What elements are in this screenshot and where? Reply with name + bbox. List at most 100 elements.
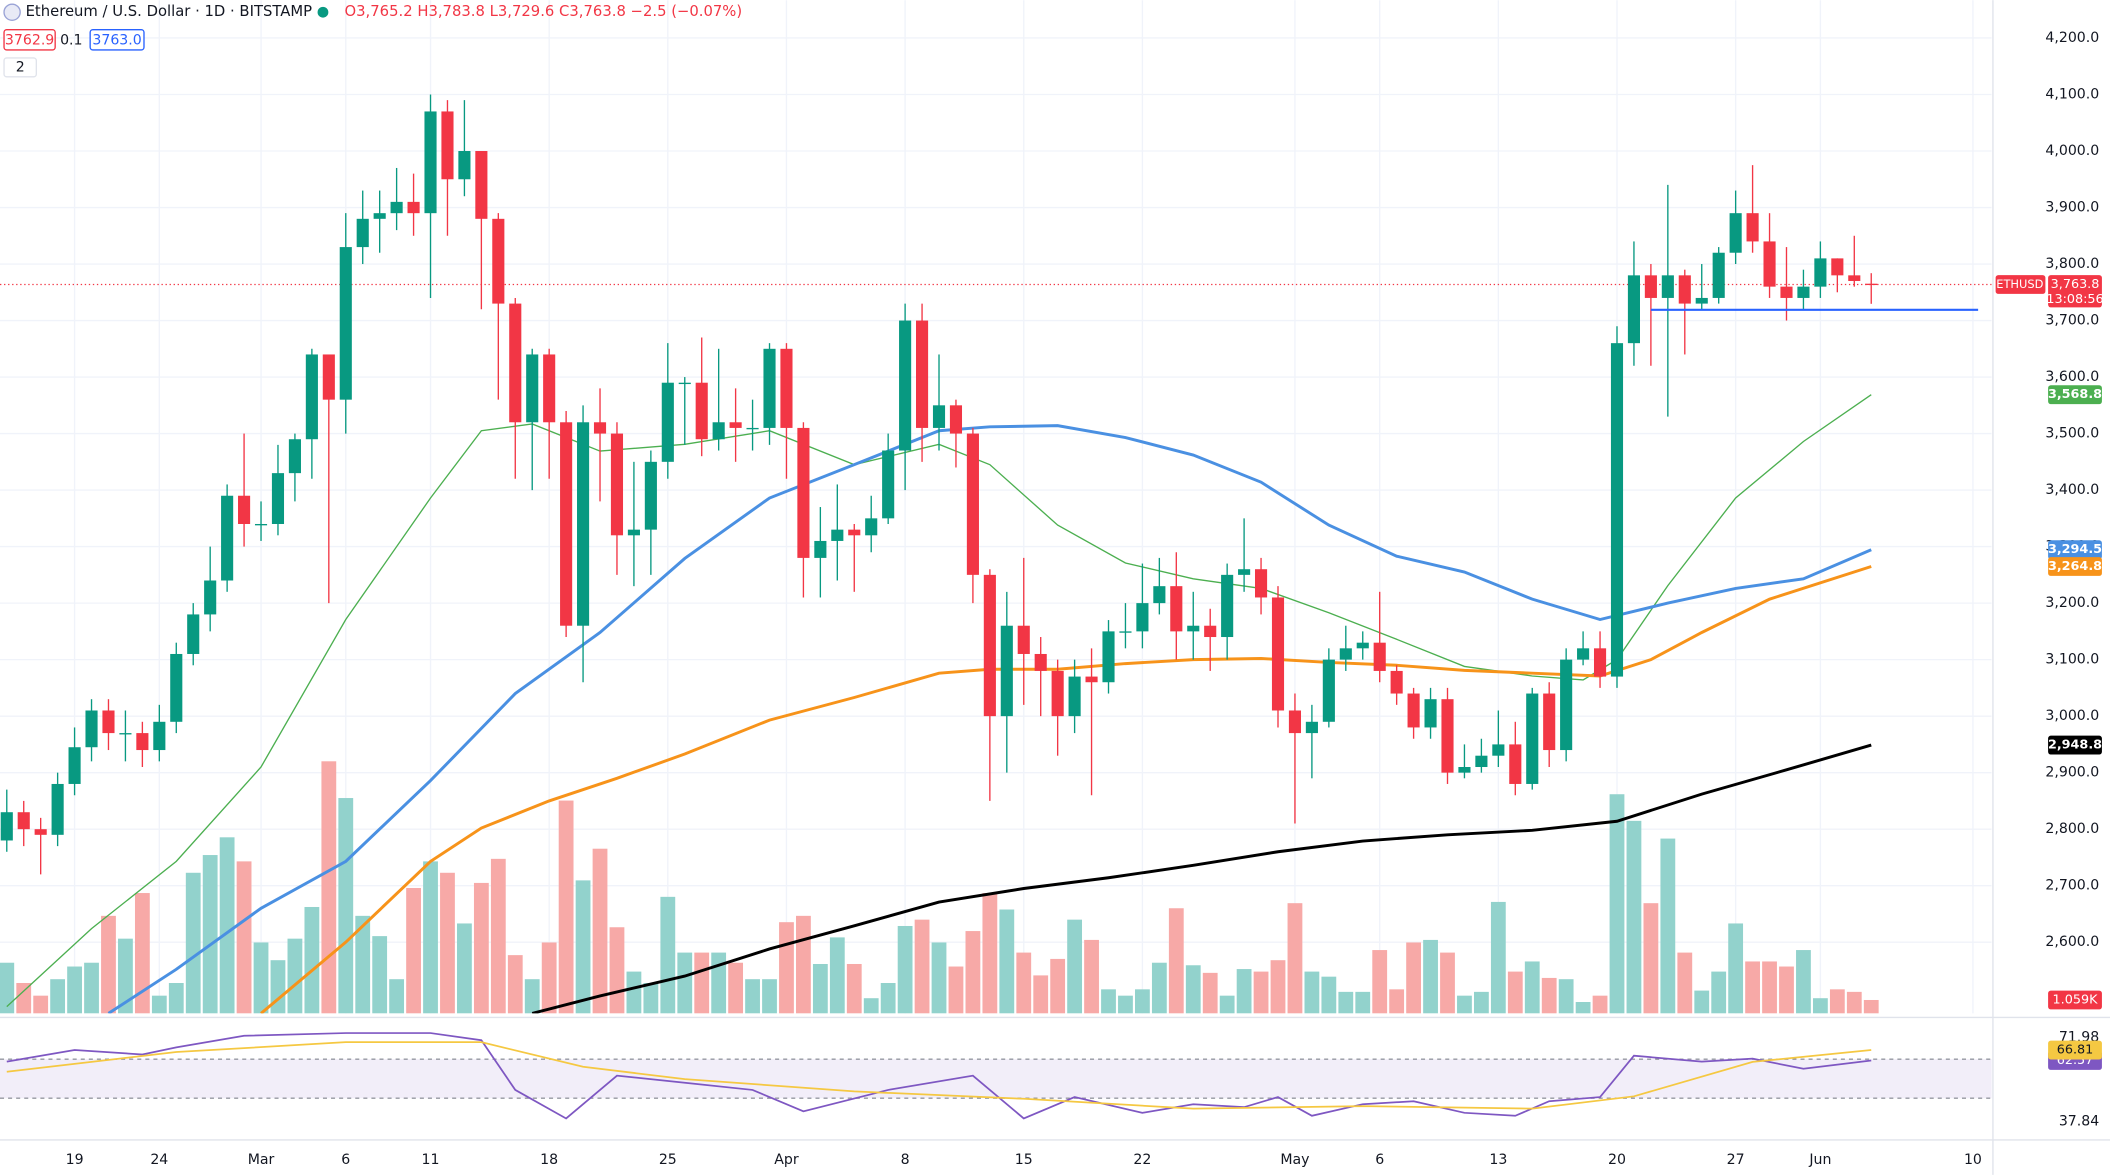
candle-body bbox=[1119, 631, 1132, 633]
x-tick-label: Mar bbox=[248, 1152, 275, 1168]
ma-price-box bbox=[2048, 735, 2102, 755]
candle-body bbox=[1407, 693, 1420, 728]
volume-bar bbox=[1592, 995, 1608, 1014]
volume-bar bbox=[304, 906, 320, 1014]
pane bbox=[6, 1032, 1872, 1120]
volume-bar bbox=[1762, 961, 1777, 1014]
volume-bar bbox=[202, 855, 218, 1014]
x-tick-label: 27 bbox=[1727, 1152, 1745, 1168]
ma-price-label: 2,948.8 bbox=[2048, 738, 2102, 753]
candle-body bbox=[1492, 744, 1505, 756]
volume-bar bbox=[423, 861, 438, 1014]
volume-bar bbox=[524, 979, 540, 1014]
candle-body bbox=[1712, 252, 1725, 298]
symbol-label: ETHUSD bbox=[1996, 277, 2043, 291]
ask-price: 3763.0 bbox=[92, 32, 141, 48]
volume-bar bbox=[236, 861, 252, 1014]
candle-body bbox=[1068, 676, 1081, 717]
candle-body bbox=[1356, 642, 1369, 649]
candle-body bbox=[1187, 625, 1200, 632]
ma-price-box bbox=[2048, 540, 2102, 560]
volume-bar bbox=[965, 931, 981, 1014]
volume-bar bbox=[168, 982, 184, 1014]
candle-body bbox=[1797, 286, 1810, 298]
candle-body bbox=[1543, 693, 1556, 751]
volume-bar bbox=[1728, 923, 1744, 1014]
candle-body bbox=[780, 348, 793, 428]
volume-bar bbox=[1490, 901, 1506, 1014]
volume-bar bbox=[507, 955, 523, 1014]
volume-bar bbox=[1389, 989, 1405, 1014]
candle-body bbox=[848, 529, 861, 536]
header: Ethereum / U.S. Dollar · 1D · BITSTAMP O… bbox=[3, 3, 742, 78]
candle-body bbox=[475, 151, 488, 219]
candle-body bbox=[1678, 275, 1691, 304]
volume-bar bbox=[1016, 952, 1032, 1014]
volume-bar bbox=[1558, 979, 1574, 1014]
candle-body bbox=[729, 422, 742, 428]
volume-bar bbox=[1812, 998, 1828, 1014]
candle-body bbox=[34, 829, 47, 835]
volume-bar bbox=[1711, 971, 1727, 1014]
volume-bar bbox=[643, 982, 659, 1014]
volume-bar bbox=[1270, 960, 1286, 1014]
volume-bar bbox=[677, 952, 693, 1014]
candle-body bbox=[1458, 767, 1471, 773]
candle-body bbox=[661, 382, 674, 462]
volume-bar bbox=[67, 966, 82, 1014]
volume-bar bbox=[33, 995, 49, 1014]
candle-body bbox=[1339, 648, 1352, 660]
volume-bar bbox=[1185, 965, 1201, 1014]
candle-body bbox=[1661, 275, 1674, 298]
volume-bar bbox=[1067, 919, 1083, 1014]
moving-average bbox=[531, 743, 1872, 1014]
bid-box[interactable] bbox=[3, 29, 56, 51]
volume-label: 1.059K bbox=[2053, 992, 2099, 1007]
volume-bar bbox=[1101, 989, 1116, 1014]
candle-body bbox=[0, 812, 13, 841]
candle-body bbox=[288, 439, 301, 474]
pane bbox=[0, 94, 1979, 875]
ma-price-label: 3,294.5 bbox=[2048, 542, 2102, 557]
candle-body bbox=[966, 433, 979, 575]
candle-body bbox=[407, 201, 420, 214]
volume-bar bbox=[999, 909, 1015, 1014]
y-tick-label: 3,400.0 bbox=[2045, 482, 2099, 498]
volume-bar bbox=[389, 979, 405, 1014]
volume-bar bbox=[84, 962, 99, 1014]
candle-body bbox=[814, 540, 827, 558]
candle-body bbox=[1746, 213, 1759, 242]
volume-bar bbox=[728, 962, 744, 1014]
volume-bar bbox=[779, 922, 794, 1014]
candle-body bbox=[560, 422, 573, 626]
volume-bar bbox=[914, 919, 930, 1014]
volume-bar bbox=[1219, 995, 1235, 1014]
candle-body bbox=[153, 721, 166, 751]
candle-body bbox=[221, 495, 234, 581]
volume-bar bbox=[762, 979, 777, 1014]
candle-body bbox=[102, 710, 115, 734]
volume-bar bbox=[440, 872, 455, 1014]
volume-bar bbox=[1372, 950, 1388, 1014]
candle-body bbox=[1610, 343, 1624, 677]
volume-bar bbox=[1779, 966, 1794, 1014]
candle-body bbox=[1848, 275, 1861, 281]
volume-bar bbox=[1287, 903, 1303, 1014]
indicators-toggle[interactable] bbox=[3, 57, 38, 78]
candle-body bbox=[543, 354, 556, 423]
ask-box[interactable] bbox=[89, 29, 145, 51]
rsi-value-box bbox=[2048, 1040, 2102, 1060]
candle-body bbox=[1170, 586, 1183, 632]
candle-body bbox=[1000, 625, 1013, 717]
volume-bar bbox=[1457, 995, 1472, 1014]
volume-bar bbox=[829, 937, 845, 1014]
candle-body bbox=[1204, 625, 1217, 638]
y-tick-label: 2,800.0 bbox=[2045, 821, 2099, 837]
volume-bar bbox=[185, 872, 201, 1014]
volume-bar bbox=[1202, 972, 1218, 1014]
volume-bar bbox=[1304, 971, 1320, 1014]
x-tick-label: 6 bbox=[1375, 1152, 1384, 1168]
candle-body bbox=[68, 747, 81, 784]
volume-bar bbox=[1863, 999, 1879, 1014]
